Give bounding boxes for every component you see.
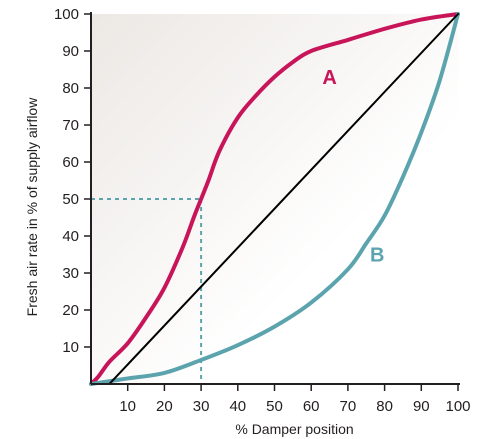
x-tick-label: 90 [413,398,430,415]
y-tick-label: 10 [62,339,79,356]
y-axis-label: Fresh air rate in % of supply airflow [24,97,40,317]
y-tick-label: 80 [62,80,79,97]
series-a-line [89,12,460,386]
x-tick-label: 10 [119,398,136,415]
series-labels: AB [322,67,384,267]
x-tick-label: 70 [340,398,357,415]
y-tick-label: 60 [62,154,79,171]
x-axis-label: % Damper position [235,421,353,437]
x-ticks: 10 20 30 40 50 60 70 80 90 100 [119,384,471,415]
reference-lines [91,198,203,384]
x-tick-label: 80 [376,398,393,415]
x-tick-label: 30 [193,398,210,415]
x-tick-label: 20 [156,398,173,415]
series-group [89,12,460,386]
y-ticks: 10 20 30 40 50 60 70 80 90 100 [54,6,91,356]
x-tick-label: 60 [303,398,320,415]
axes [90,12,460,385]
y-tick-label: 70 [62,117,79,134]
linear-reference-line [108,13,459,385]
series-label-b: B [370,245,384,267]
y-tick-label: 50 [62,191,79,208]
y-tick-label: 40 [62,228,79,245]
y-tick-label: 20 [62,302,79,319]
y-tick-label: 30 [62,265,79,282]
series-b-line [89,12,460,386]
y-tick-label: 100 [54,6,79,23]
x-tick-label: 100 [445,398,470,415]
y-tick-label: 90 [62,43,79,60]
x-tick-label: 50 [266,398,283,415]
x-tick-label: 40 [229,398,246,415]
series-label-a: A [322,67,336,89]
